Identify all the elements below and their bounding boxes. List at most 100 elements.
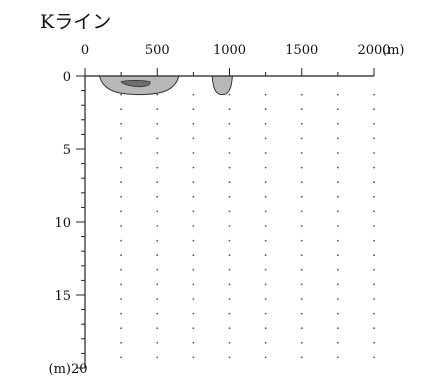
station-dot — [373, 239, 375, 242]
y-tick-label: 15 — [54, 289, 71, 304]
station-dot — [336, 108, 339, 111]
station-dot — [336, 298, 339, 300]
station-dot — [300, 283, 303, 286]
station-dot — [192, 122, 195, 125]
station-dot — [373, 254, 375, 257]
x-tick-label: 500 — [145, 43, 170, 58]
axes — [84, 75, 374, 368]
station-dot — [336, 268, 339, 271]
station-dot — [192, 283, 195, 286]
station-dot — [336, 254, 339, 257]
station-dot — [228, 268, 231, 271]
station-dot — [156, 327, 159, 330]
station-dot — [300, 152, 303, 154]
station-dot — [264, 210, 267, 213]
anomaly-region-outer — [211, 75, 233, 96]
station-dot — [373, 93, 375, 96]
station-dot — [120, 298, 123, 300]
x-tick-label: 1500 — [285, 43, 318, 58]
y-tick-label: 10 — [54, 216, 71, 231]
station-dot — [300, 108, 303, 111]
y-tick-label: 5 — [63, 143, 71, 158]
station-dot — [120, 108, 123, 111]
station-dot — [228, 122, 231, 125]
station-dot — [300, 268, 303, 271]
station-dot — [264, 225, 267, 227]
station-dot — [192, 108, 195, 111]
station-dot — [373, 108, 375, 111]
station-dot — [228, 239, 231, 242]
station-dot — [228, 210, 231, 213]
station-dot — [192, 152, 195, 154]
x-axis-ticks: 0 500 1000 1500 2000 — [81, 43, 391, 76]
station-dot — [120, 283, 123, 286]
station-dot — [156, 152, 159, 154]
station-dot — [228, 152, 231, 154]
station-dot — [264, 327, 267, 330]
station-dot — [156, 254, 159, 257]
station-dot — [156, 181, 159, 184]
station-dot — [336, 195, 339, 198]
x-axis-unit: (m) — [382, 43, 404, 58]
station-dot — [228, 356, 231, 359]
station-dot — [336, 225, 339, 227]
station-dot — [300, 312, 303, 315]
station-dot — [300, 225, 303, 227]
station-dot — [300, 137, 303, 140]
station-grid — [120, 93, 375, 359]
station-dot — [120, 268, 123, 271]
y-axis-unit: (m) — [49, 362, 71, 377]
station-dot — [156, 195, 159, 198]
station-dot — [156, 283, 159, 286]
station-dot — [373, 298, 375, 300]
station-dot — [336, 181, 339, 184]
station-dot — [264, 239, 267, 242]
station-dot — [156, 166, 159, 169]
station-dot — [156, 225, 159, 227]
station-dot — [156, 239, 159, 242]
station-dot — [300, 122, 303, 125]
station-dot — [373, 166, 375, 169]
station-dot — [228, 312, 231, 315]
station-dot — [228, 108, 231, 111]
station-dot — [156, 268, 159, 271]
station-dot — [336, 93, 339, 96]
station-dot — [373, 225, 375, 227]
station-dot — [228, 341, 231, 344]
station-dot — [120, 341, 123, 344]
station-dot — [120, 254, 123, 257]
station-dot — [336, 137, 339, 140]
station-dot — [192, 327, 195, 330]
station-dot — [192, 93, 195, 96]
x-tick-label: 1000 — [213, 43, 246, 58]
anomaly-region-inner — [120, 80, 151, 88]
station-dot — [264, 356, 267, 359]
station-dot — [192, 225, 195, 227]
station-dot — [300, 341, 303, 344]
station-dot — [300, 254, 303, 257]
anomaly-regions — [98, 75, 233, 96]
station-dot — [228, 298, 231, 300]
station-dot — [192, 239, 195, 242]
station-dot — [192, 341, 195, 344]
station-dot — [336, 356, 339, 359]
station-dot — [264, 181, 267, 184]
chart-title: Kライン — [40, 11, 111, 33]
station-dot — [264, 195, 267, 198]
station-dot — [192, 210, 195, 213]
station-dot — [373, 152, 375, 154]
station-dot — [336, 166, 339, 169]
station-dot — [228, 254, 231, 257]
station-dot — [300, 93, 303, 96]
y-tick-label: 20 — [71, 362, 88, 377]
station-dot — [120, 137, 123, 140]
station-dot — [120, 93, 123, 96]
station-dot — [192, 254, 195, 257]
station-dot — [192, 181, 195, 184]
station-dot — [192, 195, 195, 198]
station-dot — [156, 93, 159, 96]
station-dot — [120, 152, 123, 154]
station-dot — [228, 327, 231, 330]
station-dot — [373, 356, 375, 359]
